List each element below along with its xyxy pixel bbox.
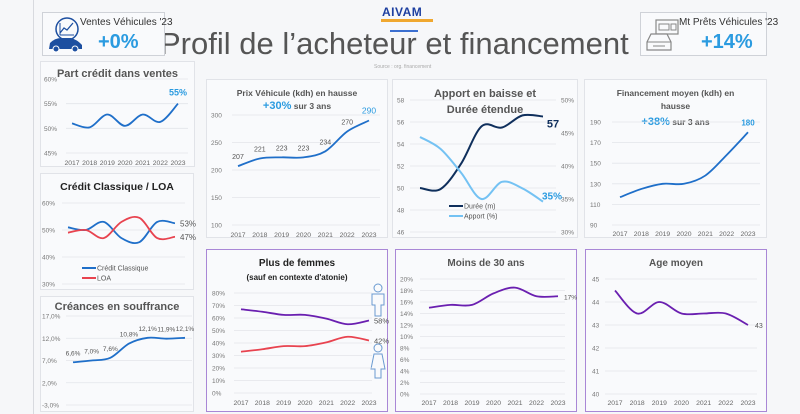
- car-chart-icon: [49, 17, 82, 53]
- panel-part-credit: Part crédit dans ventes: [40, 61, 195, 167]
- source-note: Source : org. financement: [374, 64, 432, 70]
- panel-moins-30: Moins de 30 ans: [395, 249, 577, 412]
- panel-credit-loa: Crédit Classique / LOA: [40, 173, 194, 290]
- panel-prix-vehicule: Prix Véhicule (kdh) en hausse +30% sur 3…: [206, 79, 388, 238]
- chart-title: Crédit Classique / LOA: [60, 181, 174, 193]
- chart-title: Age moyen: [649, 258, 703, 269]
- chart-title: Prix Véhicule (kdh) en hausse: [236, 88, 358, 98]
- panel-financement: Financement moyen (kdh) en hausse +38% s…: [584, 79, 767, 238]
- chart-title: Apport en baisse et Durée étendue: [433, 88, 537, 116]
- chart-title: Créances en souffrance: [54, 301, 180, 313]
- woman-icon: [370, 343, 386, 379]
- car-loan-icon: [646, 19, 679, 51]
- chart-subtitle: +38% sur 3 ans: [585, 116, 766, 128]
- kpi-ventes-label: Ventes Véhicules '23: [80, 17, 173, 28]
- subtitle-text: sur 3 ans: [672, 117, 710, 127]
- kpi-ventes-value: +0%: [98, 31, 139, 53]
- page-title: Profil de l’acheteur et financement: [160, 26, 629, 61]
- panel-creances: Créances en souffrance: [40, 296, 194, 412]
- kpi-prets: Mt Prêts Véhicules '23 +14%: [640, 12, 778, 56]
- kpi-ventes: Ventes Véhicules '23 +0%: [42, 12, 173, 56]
- chart-title: Moins de 30 ans: [447, 258, 525, 269]
- subtitle-text: sur 3 ans: [293, 101, 332, 111]
- chart-title: Financement moyen (kdh) en hausse: [616, 88, 735, 111]
- kpi-prets-label: Mt Prêts Véhicules '23: [679, 17, 779, 28]
- panel-age-moyen: Age moyen: [585, 249, 767, 412]
- kpi-prets-value: +14%: [701, 31, 753, 53]
- man-icon: [371, 283, 385, 317]
- chart-subtitle: (sauf en contexte d'atonie): [246, 273, 348, 282]
- highlight-value: +30%: [262, 100, 292, 112]
- panel-apport-duree: Apport en baisse et Durée étendue: [392, 79, 578, 238]
- highlight-value: +38%: [641, 116, 670, 128]
- left-divider: [33, 0, 34, 414]
- chart-subtitle: +30% sur 3 ans: [207, 100, 387, 112]
- aivam-logo: AIVAM: [382, 5, 423, 19]
- chart-title: Plus de femmes: [258, 258, 336, 269]
- title-accent-line: [390, 30, 418, 32]
- chart-title: Part crédit dans ventes: [56, 68, 179, 80]
- panel-femmes: Plus de femmes (sauf en contexte d'atoni…: [206, 249, 388, 412]
- logo-stripe: [381, 19, 433, 22]
